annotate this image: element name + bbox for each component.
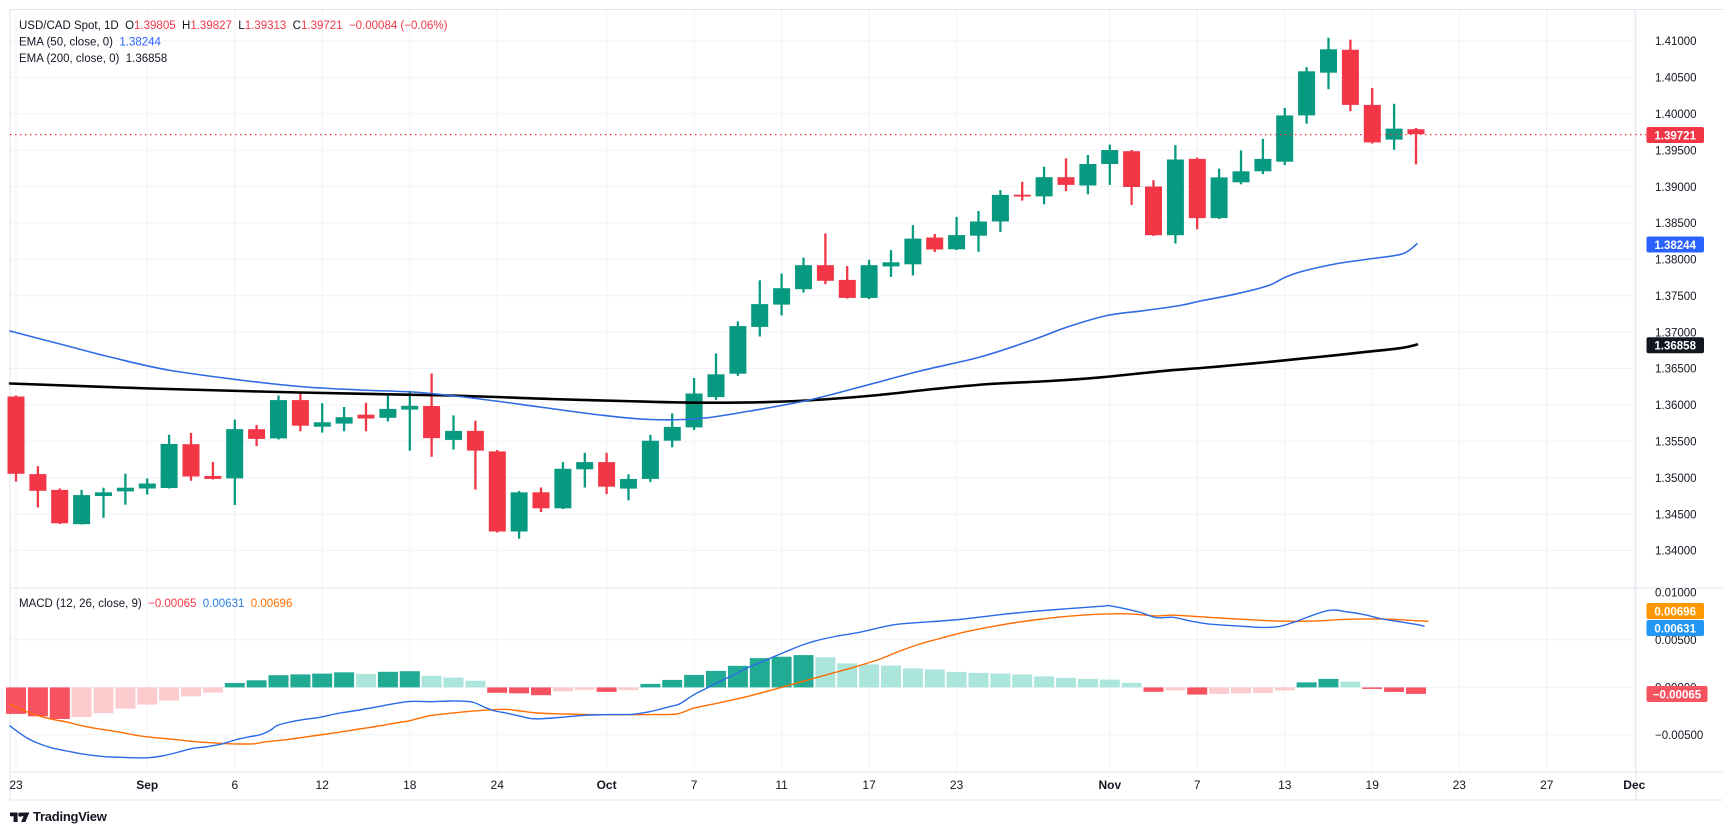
- svg-text:1.36000: 1.36000: [1655, 400, 1697, 412]
- svg-text:24: 24: [491, 778, 505, 792]
- svg-text:27: 27: [1540, 778, 1554, 792]
- svg-text:0.01000: 0.01000: [1655, 588, 1697, 600]
- svg-text:12: 12: [316, 778, 330, 792]
- svg-text:TradingView: TradingView: [33, 809, 108, 824]
- svg-text:18: 18: [403, 778, 417, 792]
- svg-text:1.39721: 1.39721: [1654, 130, 1696, 142]
- svg-text:1.40500: 1.40500: [1655, 73, 1697, 85]
- svg-text:7: 7: [1194, 778, 1201, 792]
- svg-text:1.38500: 1.38500: [1655, 218, 1697, 230]
- svg-text:23: 23: [1453, 778, 1467, 792]
- svg-text:6: 6: [231, 778, 238, 792]
- svg-text:−0.00065: −0.00065: [1653, 689, 1702, 701]
- svg-text:1.41000: 1.41000: [1655, 36, 1697, 48]
- svg-text:13: 13: [1278, 778, 1292, 792]
- svg-text:7: 7: [691, 778, 698, 792]
- svg-text:1.34500: 1.34500: [1655, 509, 1697, 521]
- svg-text:Oct: Oct: [597, 778, 617, 792]
- svg-text:17: 17: [862, 778, 876, 792]
- svg-text:1.37500: 1.37500: [1655, 291, 1697, 303]
- svg-text:Sep: Sep: [136, 778, 158, 792]
- svg-text:1.39500: 1.39500: [1655, 145, 1697, 157]
- svg-text:USD/CAD Spot, 1D O1.39805 H1: USD/CAD Spot, 1D O1.39805 H1.39827 L1.39…: [19, 20, 448, 32]
- svg-text:EMA (200, close, 0) 1.36858: EMA (200, close, 0) 1.36858: [19, 53, 167, 65]
- svg-text:1.38000: 1.38000: [1655, 255, 1697, 267]
- svg-text:Dec: Dec: [1623, 778, 1645, 792]
- svg-text:EMA (50, close, 0) 1.38244: EMA (50, close, 0) 1.38244: [19, 37, 162, 49]
- svg-text:1.37000: 1.37000: [1655, 327, 1697, 339]
- svg-text:1.35500: 1.35500: [1655, 437, 1697, 449]
- svg-text:1.35000: 1.35000: [1655, 473, 1697, 485]
- svg-text:0.00500: 0.00500: [1655, 635, 1697, 647]
- svg-text:23: 23: [9, 778, 23, 792]
- svg-text:1.38244: 1.38244: [1654, 240, 1696, 252]
- svg-text:1.40000: 1.40000: [1655, 109, 1697, 121]
- svg-text:1.34000: 1.34000: [1655, 546, 1697, 558]
- svg-text:−0.00500: −0.00500: [1655, 730, 1703, 742]
- svg-text:11: 11: [775, 778, 788, 792]
- svg-text:19: 19: [1366, 778, 1380, 792]
- svg-text:23: 23: [950, 778, 964, 792]
- svg-text:1.36500: 1.36500: [1655, 364, 1697, 376]
- svg-text:0.00696: 0.00696: [1654, 606, 1696, 618]
- svg-text:1.36858: 1.36858: [1654, 341, 1696, 353]
- svg-text:Nov: Nov: [1098, 778, 1121, 792]
- svg-text:0.00631: 0.00631: [1654, 623, 1696, 635]
- svg-text:MACD (12, 26, close, 9) −0.00: MACD (12, 26, close, 9) −0.00065 0.00631…: [19, 598, 292, 610]
- svg-text:1.39000: 1.39000: [1655, 182, 1697, 194]
